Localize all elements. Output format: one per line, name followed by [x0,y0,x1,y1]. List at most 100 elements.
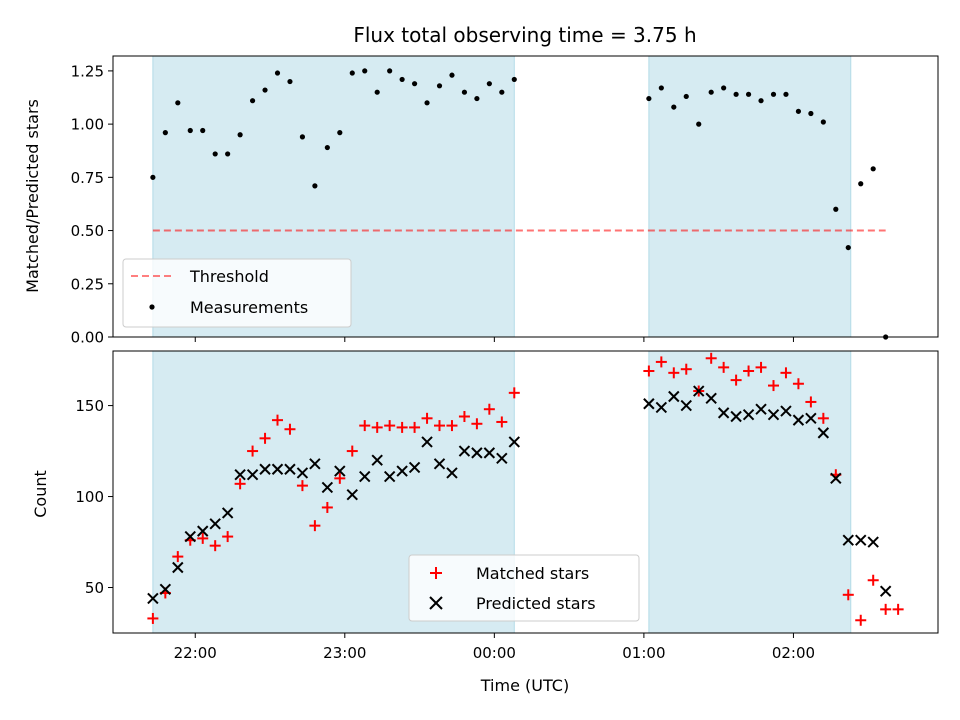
threshold-legend-label: Threshold [189,267,269,286]
matched-point-49 [880,603,892,615]
matched-point-9 [259,432,271,444]
bottom-x-axis-ticks: 22:00 23:00 00:00 01:00 02:00 [174,633,815,662]
predicted-point-3 [184,530,196,543]
matched-point-12 [296,480,308,492]
matched-point-36 [718,361,730,373]
predicted-point-42 [792,414,805,426]
observing-window-2 [648,55,852,338]
predicted-point-1 [159,583,172,596]
ratio-panel: 0.00 0.25 0.50 0.75 1.00 1.25 Matched/Predict… [23,55,939,347]
matched-point-37 [730,374,742,386]
measurement-point-11 [287,78,293,85]
predicted-point-2 [172,561,184,574]
measurement-point-36 [721,85,727,91]
top-legend: Threshold Measurements [122,258,352,328]
top-y-axis-ticks: 0.00 0.25 0.50 0.75 1.00 1.25 [71,62,113,347]
measurement-point-7 [237,132,243,138]
measurement-point-43 [808,110,814,117]
predicted-point-22 [421,436,433,448]
matched-point-31 [655,356,667,368]
top-ytick-label-0: 0.00 [71,329,104,347]
measurement-point-0 [150,174,156,180]
measurement-legend-swatch [149,304,155,310]
matched-point-2 [172,551,184,563]
count-points [147,352,904,626]
predicted-point-6 [221,507,234,519]
bottom-plot-frame [112,350,939,634]
predicted-point-9 [259,463,271,475]
matched-legend-swatch [430,567,442,579]
predicted-point-34 [693,385,705,397]
x-axis-label: Time (UTC) [480,676,569,695]
top-y-axis-label: Matched/Predicted stars [23,99,42,293]
measurement-point-26 [474,95,480,102]
matched-point-39 [755,361,767,373]
matched-legend-label: Matched stars [476,564,589,583]
measurement-point-16 [349,70,355,76]
measurement-point-40 [770,91,777,97]
measurement-point-6 [225,151,231,157]
matched-point-18 [371,421,383,433]
measurement-point-3 [187,127,193,134]
matched-point-28 [496,416,508,428]
matched-point-8 [247,445,259,457]
measurement-point-8 [249,98,256,104]
measurement-legend-label: Measurements [190,298,308,317]
matched-point-17 [359,420,371,432]
predicted-point-13 [309,458,321,470]
matched-point-44 [817,412,829,424]
predicted-point-28 [496,452,508,465]
predicted-point-36 [717,407,730,419]
measurement-point-46 [845,244,851,251]
bottom-ytick-label-2: 150 [75,397,104,415]
predicted-point-21 [408,461,421,474]
predicted-point-18 [371,454,383,466]
predicted-point-16 [346,489,358,501]
top-ytick-label-2: 0.50 [71,222,104,240]
predicted-point-10 [271,463,284,475]
matched-point-22 [421,412,433,424]
matched-point-40 [767,380,779,392]
predicted-point-41 [780,405,792,417]
predicted-point-32 [668,390,680,403]
measurement-point-47 [858,181,864,187]
predicted-point-31 [655,401,668,414]
measurement-point-31 [658,85,664,91]
matched-point-7 [234,478,246,490]
matched-point-20 [396,421,408,433]
predicted-point-7 [234,469,246,481]
matched-point-35 [705,352,717,364]
matched-point-5 [209,540,221,552]
measurement-point-22 [424,100,430,106]
predicted-point-0 [147,592,159,605]
measurement-point-48 [870,166,876,172]
top-ytick-label-3: 0.75 [71,169,104,187]
predicted-point-48 [867,536,879,548]
top-plot-frame [112,55,939,338]
measurement-point-1 [162,130,168,136]
measurement-point-42 [795,108,802,114]
measurement-point-34 [696,121,702,127]
top-ytick-label-5: 1.25 [71,62,104,80]
bottom-legend-box [408,554,640,622]
measurement-point-41 [783,91,789,97]
predicted-point-19 [383,470,396,483]
top-legend-box [122,258,352,328]
measurement-point-21 [411,81,418,87]
measurement-point-2 [175,100,181,106]
measurement-point-28 [499,89,505,95]
measurement-point-14 [324,144,330,151]
xtick-label-0: 22:00 [174,644,217,662]
xtick-label-2: 00:00 [473,644,516,662]
measurement-points [150,68,889,340]
predicted-point-47 [855,534,867,546]
measurement-point-13 [312,183,318,189]
bottom-y-axis-label: Count [31,470,50,518]
predicted-point-35 [705,392,717,405]
xtick-label-4: 02:00 [772,644,815,662]
measurement-point-20 [399,76,405,83]
measurement-point-32 [671,104,677,110]
measurement-point-10 [274,70,281,76]
predicted-point-44 [817,427,830,439]
